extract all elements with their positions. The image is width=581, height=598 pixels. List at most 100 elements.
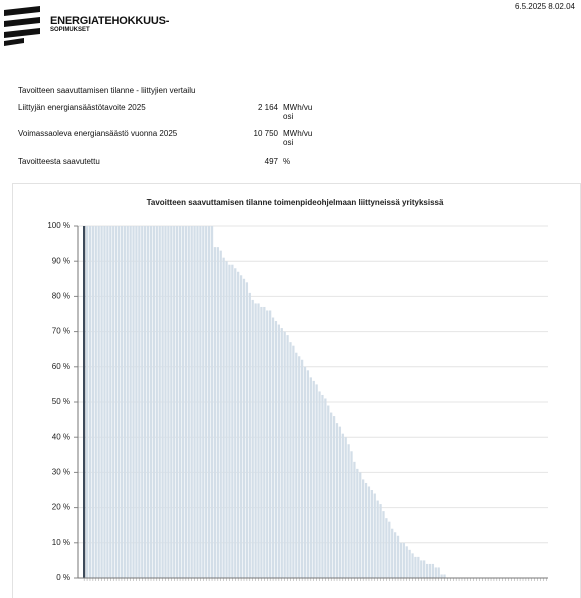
bar bbox=[396, 535, 400, 578]
bar bbox=[242, 278, 246, 578]
bar bbox=[312, 380, 315, 578]
bar bbox=[132, 226, 135, 578]
bar bbox=[338, 426, 342, 578]
bar bbox=[341, 433, 344, 578]
bar bbox=[254, 303, 257, 578]
bar bbox=[190, 226, 193, 578]
bar bbox=[205, 226, 208, 578]
bar bbox=[408, 549, 411, 578]
bar bbox=[292, 345, 295, 578]
bar bbox=[129, 226, 132, 578]
bar bbox=[173, 226, 176, 578]
bar bbox=[347, 444, 350, 578]
bar bbox=[420, 560, 423, 578]
bar bbox=[207, 226, 211, 578]
row-value: 2 164 bbox=[257, 103, 278, 112]
bar bbox=[135, 226, 138, 578]
bar bbox=[370, 490, 373, 578]
bar bbox=[260, 306, 263, 578]
bar bbox=[103, 226, 106, 578]
bar bbox=[298, 356, 301, 578]
bar bbox=[399, 542, 403, 578]
bar bbox=[155, 226, 158, 578]
y-tick-label: 60 % bbox=[52, 362, 70, 371]
bar bbox=[117, 226, 121, 578]
bar bbox=[428, 563, 432, 578]
bar bbox=[161, 226, 164, 578]
section-title: Tavoitteen saavuttamisen tilanne - liitt… bbox=[18, 86, 196, 95]
bar bbox=[257, 303, 260, 578]
logo-mark bbox=[4, 6, 40, 46]
timestamp: 6.5.2025 8.02.04 bbox=[514, 2, 575, 11]
bar bbox=[402, 542, 405, 578]
bar bbox=[382, 511, 385, 578]
bar bbox=[443, 574, 446, 578]
bar bbox=[126, 226, 129, 578]
y-tick-label: 10 % bbox=[52, 538, 70, 547]
bar bbox=[170, 226, 173, 578]
bar bbox=[213, 247, 217, 578]
bar bbox=[274, 321, 278, 578]
bar bbox=[181, 226, 185, 578]
bar bbox=[144, 226, 147, 578]
bar bbox=[393, 532, 397, 578]
row-label: Voimassaoleva energiansäästö vuonna 2025 bbox=[18, 129, 178, 138]
bar bbox=[327, 405, 330, 578]
bar bbox=[283, 331, 286, 578]
chart-title: Tavoitteen saavuttamisen tilanne toimenp… bbox=[147, 198, 444, 207]
bar bbox=[388, 521, 391, 578]
bar bbox=[106, 226, 109, 578]
bar bbox=[83, 226, 86, 578]
bar bbox=[315, 384, 318, 578]
bar bbox=[202, 226, 205, 578]
bar bbox=[306, 370, 310, 578]
bar bbox=[379, 504, 382, 578]
logo-line1: ENERGIATEHOKKUUS- bbox=[50, 15, 170, 27]
bar bbox=[239, 275, 243, 578]
bar bbox=[330, 412, 333, 578]
bar bbox=[114, 226, 118, 578]
bar bbox=[123, 226, 126, 578]
bar bbox=[269, 310, 272, 578]
bar bbox=[376, 500, 379, 578]
bar bbox=[88, 226, 92, 578]
bar bbox=[353, 461, 356, 578]
bar bbox=[149, 226, 153, 578]
bar bbox=[266, 310, 269, 578]
bar bbox=[440, 574, 443, 578]
bar bbox=[362, 479, 365, 578]
row-value: 497 bbox=[264, 157, 278, 166]
bar bbox=[364, 482, 368, 578]
bar bbox=[437, 567, 440, 578]
bar bbox=[178, 226, 182, 578]
bar bbox=[309, 377, 312, 578]
bar bbox=[318, 391, 321, 578]
bar bbox=[263, 306, 266, 578]
bar bbox=[187, 226, 190, 578]
row-unit: % bbox=[283, 157, 291, 166]
bar bbox=[109, 226, 112, 578]
bar bbox=[324, 398, 327, 578]
row-label: Tavoitteesta saavutettu bbox=[18, 157, 100, 166]
bar bbox=[234, 268, 237, 578]
bar bbox=[138, 226, 141, 578]
bar bbox=[289, 342, 292, 578]
bar bbox=[431, 563, 435, 578]
bar bbox=[158, 226, 161, 578]
bar bbox=[271, 317, 275, 578]
logo-line2: SOPIMUKSET bbox=[50, 27, 90, 33]
bar bbox=[359, 472, 362, 578]
bar bbox=[85, 226, 89, 578]
bar bbox=[120, 226, 124, 578]
bar bbox=[245, 282, 249, 578]
row-label: Liittyjän energiansäästötavoite 2025 bbox=[18, 103, 146, 112]
bar bbox=[332, 416, 336, 578]
bar bbox=[350, 451, 353, 578]
bar bbox=[164, 226, 167, 578]
row-unit: MWh/vuosi bbox=[283, 103, 313, 121]
y-tick-label: 30 % bbox=[52, 468, 70, 477]
bar bbox=[321, 394, 324, 578]
bar bbox=[237, 271, 240, 578]
